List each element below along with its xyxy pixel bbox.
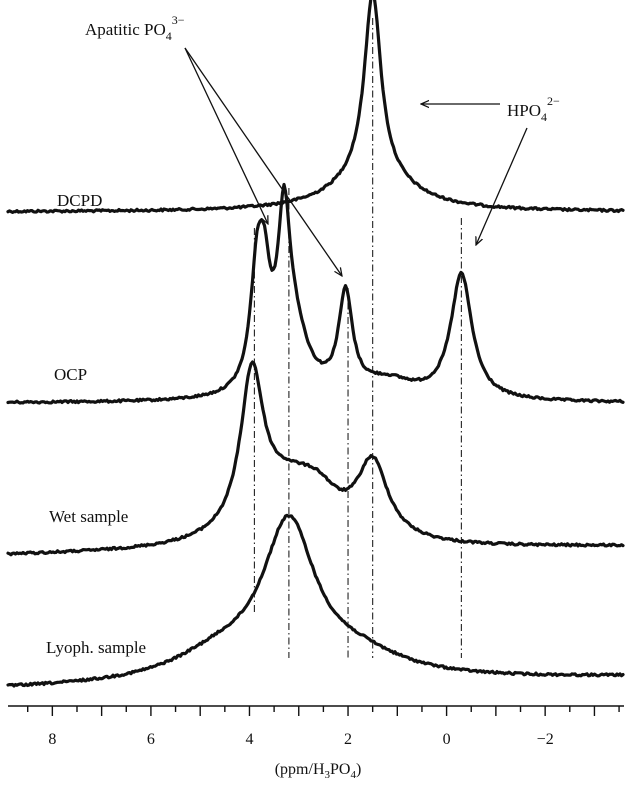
annotation-apatitic-label: Apatitic PO43− [85, 13, 185, 43]
x-axis-ticks [27, 706, 620, 716]
tick-label-neg2: −2 [537, 731, 554, 748]
spectra-group [6, 0, 625, 688]
x-axis-label: (ppm/H3PO4) [275, 761, 362, 781]
spectrum-ocp [6, 182, 625, 405]
reference-lines [253, 18, 462, 658]
tick-label-0: 0 [443, 731, 451, 748]
series-label-lyoph-sample: Lyoph. sample [46, 638, 146, 657]
spectrum-dcpd [6, 0, 625, 214]
series-label-ocp: OCP [54, 365, 87, 384]
tick-label-8: 8 [48, 731, 56, 748]
spectrum-wet-sample [6, 360, 625, 557]
tick-label-4: 4 [246, 731, 254, 748]
tick-label-2: 2 [344, 731, 352, 748]
annotation-arrow-hpo4-down [476, 127, 528, 245]
annotation-arrow-apatitic-2 [184, 47, 342, 276]
spectrum-lyoph-sample [6, 513, 625, 688]
series-label-dcpd: DCPD [57, 191, 102, 210]
annotation-arrow-apatitic-1 [184, 47, 268, 224]
series-label-wet-sample: Wet sample [49, 507, 128, 526]
tick-label-6: 6 [147, 731, 155, 748]
annotation-hpo4-label: HPO42− [507, 94, 560, 124]
